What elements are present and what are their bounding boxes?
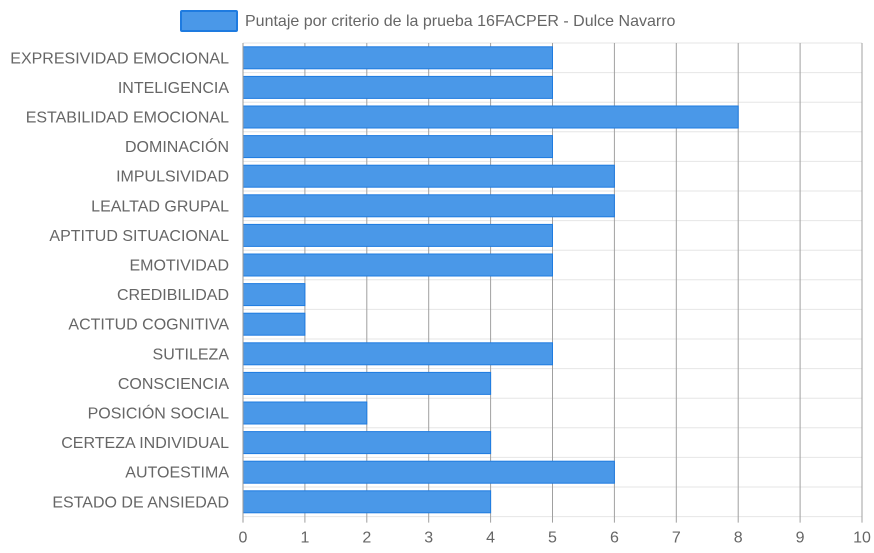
category-label: APTITUD SITUACIONAL [49,228,229,245]
bar[interactable] [242,253,553,277]
x-tick-label: 7 [672,530,681,547]
x-tick-label: 5 [548,530,557,547]
axis-layer: 0 1 2 3 4 5 6 7 8 9 10 EXPRESIVIDAD EMOCIONAL INTELI… [10,43,871,547]
category-label: DOMINACIÓN [125,137,229,156]
category-label: ESTADO DE ANSIEDAD [52,494,229,511]
bar[interactable] [242,431,492,455]
bar[interactable] [242,283,306,307]
bar[interactable] [242,312,306,336]
category-label: CERTEZA INDIVIDUAL [61,435,229,452]
bar[interactable] [242,401,368,425]
bar[interactable] [242,135,553,159]
category-label: CONSCIENCIA [118,376,229,393]
category-label: SUTILEZA [153,346,230,363]
category-label: LEALTAD GRUPAL [91,198,229,215]
category-label: IMPULSIVIDAD [116,169,229,186]
legend-label[interactable]: Puntaje por criterio de la prueba 16FACP… [245,13,676,30]
x-tick-label: 3 [424,530,433,547]
category-label: CREDIBILIDAD [117,287,229,304]
category-label: INTELIGENCIA [118,80,229,97]
x-tick-label: 1 [300,530,309,547]
x-tick-label: 10 [853,530,871,547]
bar-layer [242,46,739,514]
bar[interactable] [242,194,615,218]
category-label: ESTABILIDAD EMOCIONAL [26,110,229,127]
bar[interactable] [242,75,553,99]
bar[interactable] [242,46,553,70]
x-tick-label: 0 [239,530,248,547]
category-label: EMOTIVIDAD [129,258,229,275]
x-tick-label: 2 [362,530,371,547]
x-tick-label: 6 [610,530,619,547]
legend-swatch[interactable] [180,10,238,32]
bar[interactable] [242,490,492,514]
x-tick-label: 4 [486,530,495,547]
bar[interactable] [242,223,553,247]
bar[interactable] [242,342,553,366]
category-label: AUTOESTIMA [125,465,229,482]
category-label: EXPRESIVIDAD EMOCIONAL [10,50,229,67]
category-label: POSICIÓN SOCIAL [88,404,229,423]
legend[interactable]: Puntaje por criterio de la prueba 16FACP… [180,10,676,32]
bar[interactable] [242,164,615,188]
category-label: ACTITUD COGNITIVA [68,317,229,334]
bar[interactable] [242,460,615,484]
x-tick-label: 9 [796,530,805,547]
x-tick-label: 8 [734,530,743,547]
bar[interactable] [242,371,492,395]
bar[interactable] [242,105,739,129]
